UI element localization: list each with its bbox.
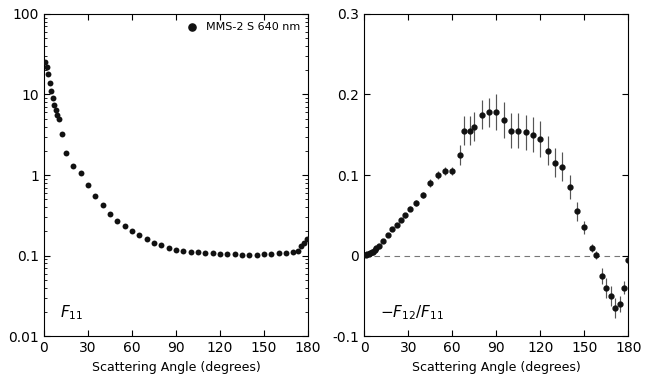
Point <box>134 232 144 238</box>
Point <box>281 250 291 256</box>
Point <box>49 102 59 108</box>
Point <box>68 163 79 169</box>
Point <box>252 252 262 258</box>
Point <box>200 250 211 256</box>
Point <box>237 252 247 258</box>
X-axis label: Scattering Angle (degrees): Scattering Angle (degrees) <box>92 361 261 374</box>
Point <box>75 170 86 176</box>
Point <box>185 249 196 255</box>
Point <box>120 223 130 230</box>
Point <box>42 64 52 70</box>
Point <box>112 218 123 224</box>
Point <box>244 252 255 258</box>
Point <box>215 251 226 257</box>
Point <box>98 202 108 209</box>
Point <box>259 251 269 257</box>
Point <box>178 248 188 254</box>
Point <box>40 59 51 65</box>
Point <box>193 249 203 255</box>
Text: $F_{11}$: $F_{11}$ <box>60 303 83 322</box>
Point <box>46 88 57 94</box>
Point <box>288 249 298 255</box>
Point <box>296 243 306 249</box>
Point <box>105 211 115 217</box>
Point <box>171 247 181 253</box>
Point <box>60 149 71 155</box>
Point <box>222 251 233 257</box>
Point <box>53 116 64 122</box>
Point <box>274 250 284 256</box>
Point <box>51 107 61 113</box>
Point <box>83 182 93 188</box>
Point <box>207 250 218 256</box>
Point <box>229 251 240 257</box>
Point <box>302 236 312 242</box>
Point <box>43 71 53 77</box>
Point <box>57 131 67 138</box>
Point <box>266 251 277 257</box>
Point <box>127 228 137 235</box>
X-axis label: Scattering Angle (degrees): Scattering Angle (degrees) <box>412 361 580 374</box>
Point <box>149 240 159 246</box>
Point <box>90 193 101 199</box>
Point <box>45 79 55 86</box>
Point <box>142 236 152 242</box>
Point <box>47 95 58 101</box>
Point <box>298 240 309 246</box>
Point <box>292 248 303 254</box>
Point <box>52 112 62 118</box>
Point <box>164 245 174 251</box>
Point <box>156 242 166 248</box>
Text: $-F_{12}/F_{11}$: $-F_{12}/F_{11}$ <box>380 303 444 322</box>
Legend: MMS-2 S 640 nm: MMS-2 S 640 nm <box>178 19 303 34</box>
